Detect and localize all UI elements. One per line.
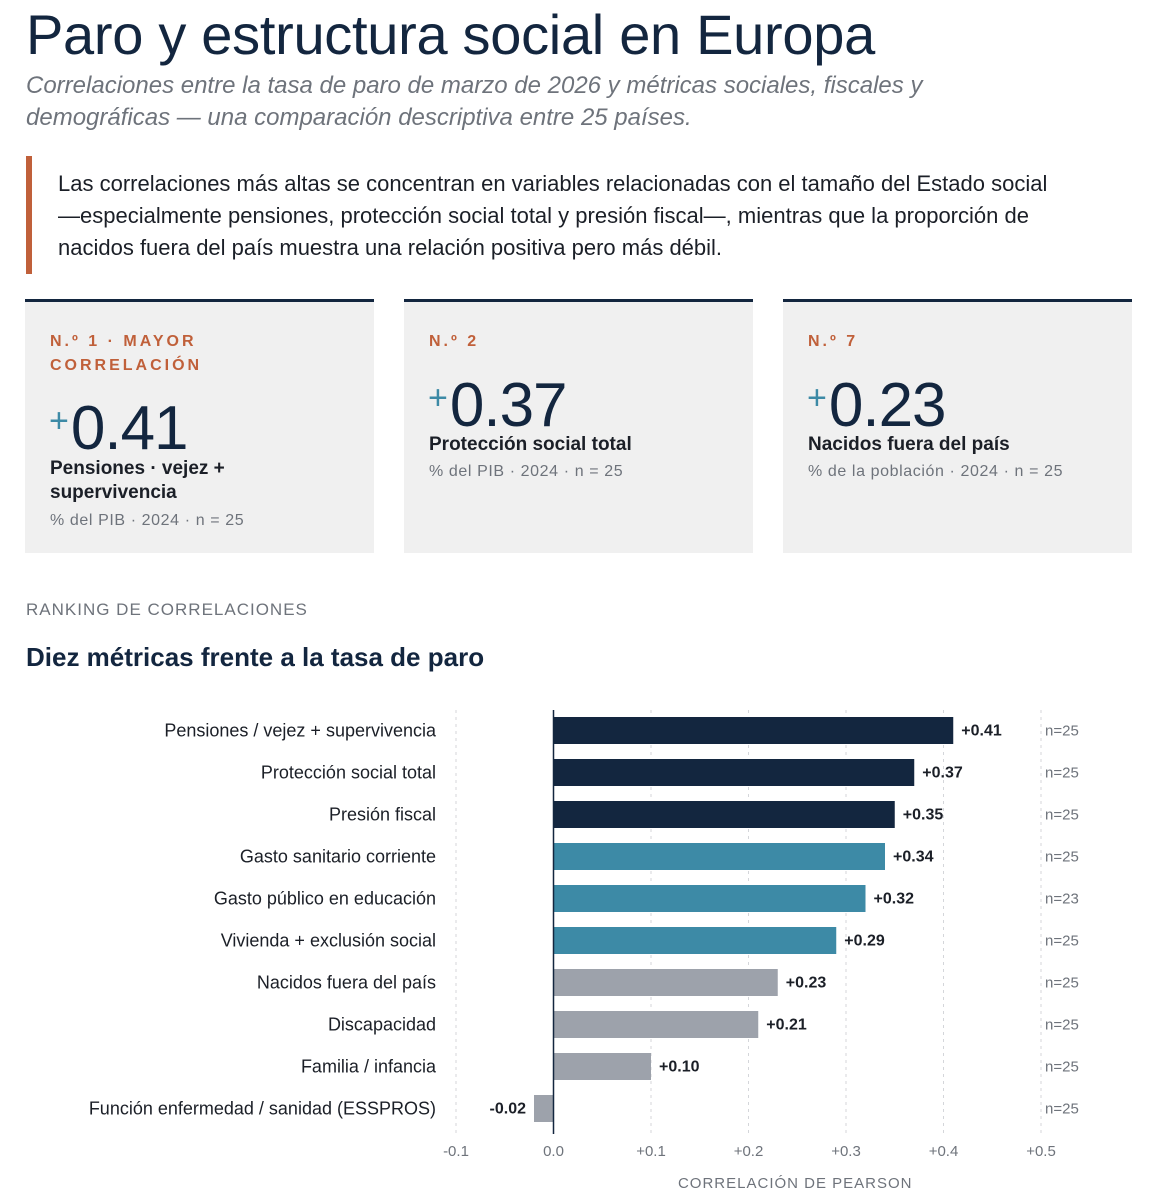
- plus-sign: +: [428, 379, 448, 417]
- sample-size-label: n=23: [1045, 891, 1079, 908]
- value-label: +0.23: [786, 975, 827, 992]
- category-label: Nacidos fuera del país: [257, 973, 436, 993]
- card-rank: N.º 2: [429, 333, 480, 350]
- x-tick-label: +0.5: [1026, 1143, 1056, 1160]
- card-label: Pensiones · vejez + supervivencia: [50, 458, 225, 503]
- plus-sign: +: [807, 379, 827, 417]
- category-label: Discapacidad: [328, 1015, 436, 1035]
- value-label: +0.41: [961, 723, 1002, 740]
- category-label: Vivienda + exclusión social: [221, 931, 436, 951]
- card-value-number: 0.37: [449, 371, 568, 440]
- category-label: Función enfermedad / sanidad (ESSPROS): [89, 1099, 436, 1119]
- card-value-number: 0.23: [828, 371, 947, 440]
- stat-card-2: N.º 2 +0.37 Protección social total % de…: [404, 299, 753, 553]
- bar: [534, 1095, 554, 1122]
- stat-card-1: N.º 1 · MAYOR CORRELACIÓN +0.41 Pensione…: [25, 299, 374, 553]
- bar: [553, 759, 915, 786]
- page-title: Paro y estructura social en Europa: [26, 3, 875, 66]
- x-tick-label: +0.2: [734, 1143, 764, 1160]
- x-tick-label: +0.4: [929, 1143, 959, 1160]
- card-label: Protección social total: [429, 434, 632, 455]
- sample-size-label: n=25: [1045, 849, 1079, 866]
- card-meta: % del PIB · 2024 · n = 25: [429, 463, 624, 480]
- category-label: Presión fiscal: [329, 805, 436, 825]
- stat-card-3: N.º 7 +0.23 Nacidos fuera del país % de …: [783, 299, 1132, 553]
- x-tick-label: -0.1: [443, 1143, 469, 1160]
- sample-size-label: n=25: [1045, 1101, 1079, 1118]
- page-subtitle: Correlaciones entre la tasa de paro de m…: [26, 72, 923, 131]
- value-label: +0.34: [893, 849, 934, 866]
- section-kicker: RANKING DE CORRELACIONES: [26, 600, 308, 619]
- value-label: +0.35: [903, 807, 944, 824]
- bar: [553, 927, 837, 954]
- x-tick-label: 0.0: [543, 1143, 564, 1160]
- card-meta: % del PIB · 2024 · n = 25: [50, 512, 245, 529]
- value-label: +0.29: [844, 933, 885, 950]
- category-label: Familia / infancia: [301, 1057, 437, 1077]
- sample-size-label: n=25: [1045, 1059, 1079, 1076]
- x-axis-title: CORRELACIÓN DE PEARSON: [678, 1175, 913, 1192]
- bar: [553, 1011, 759, 1038]
- callout-text: Las correlaciones más altas se concentra…: [58, 171, 1048, 260]
- card-rank: N.º 7: [808, 333, 859, 350]
- bar: [553, 969, 778, 996]
- chart-heading: Diez métricas frente a la tasa de paro: [26, 642, 485, 672]
- card-meta: % de la población · 2024 · n = 25: [808, 463, 1064, 480]
- value-label: +0.37: [922, 765, 963, 782]
- bar: [553, 801, 895, 828]
- card-value: +0.23: [807, 367, 947, 440]
- plus-sign: +: [49, 402, 69, 440]
- value-label: +0.32: [874, 891, 915, 908]
- sample-size-label: n=25: [1045, 765, 1079, 782]
- card-label: Nacidos fuera del país: [808, 434, 1010, 455]
- sample-size-label: n=25: [1045, 975, 1079, 992]
- category-label: Protección social total: [261, 763, 436, 783]
- value-label: +0.21: [766, 1017, 807, 1034]
- card-value-number: 0.41: [70, 394, 189, 463]
- card-rank: N.º 1 · MAYOR CORRELACIÓN: [50, 333, 203, 374]
- correlation-bar-chart: Pensiones / vejez + supervivencia +0.41 n=…: [89, 710, 1079, 1192]
- bar: [553, 885, 866, 912]
- value-label: -0.02: [490, 1101, 527, 1118]
- category-label: Pensiones / vejez + supervivencia: [164, 721, 437, 741]
- card-value: +0.37: [428, 367, 568, 440]
- category-label: Gasto sanitario corriente: [240, 847, 436, 867]
- bar: [553, 717, 954, 744]
- sample-size-label: n=25: [1045, 1017, 1079, 1034]
- sample-size-label: n=25: [1045, 933, 1079, 950]
- sample-size-label: n=25: [1045, 723, 1079, 740]
- value-label: +0.10: [659, 1059, 700, 1076]
- category-label: Gasto público en educación: [214, 889, 436, 909]
- bar: [553, 843, 885, 870]
- key-finding-callout: Las correlaciones más altas se concentra…: [26, 156, 1106, 274]
- sample-size-label: n=25: [1045, 807, 1079, 824]
- x-tick-label: +0.1: [636, 1143, 666, 1160]
- card-value: +0.41: [49, 390, 189, 463]
- x-tick-label: +0.3: [831, 1143, 861, 1160]
- bar: [553, 1053, 651, 1080]
